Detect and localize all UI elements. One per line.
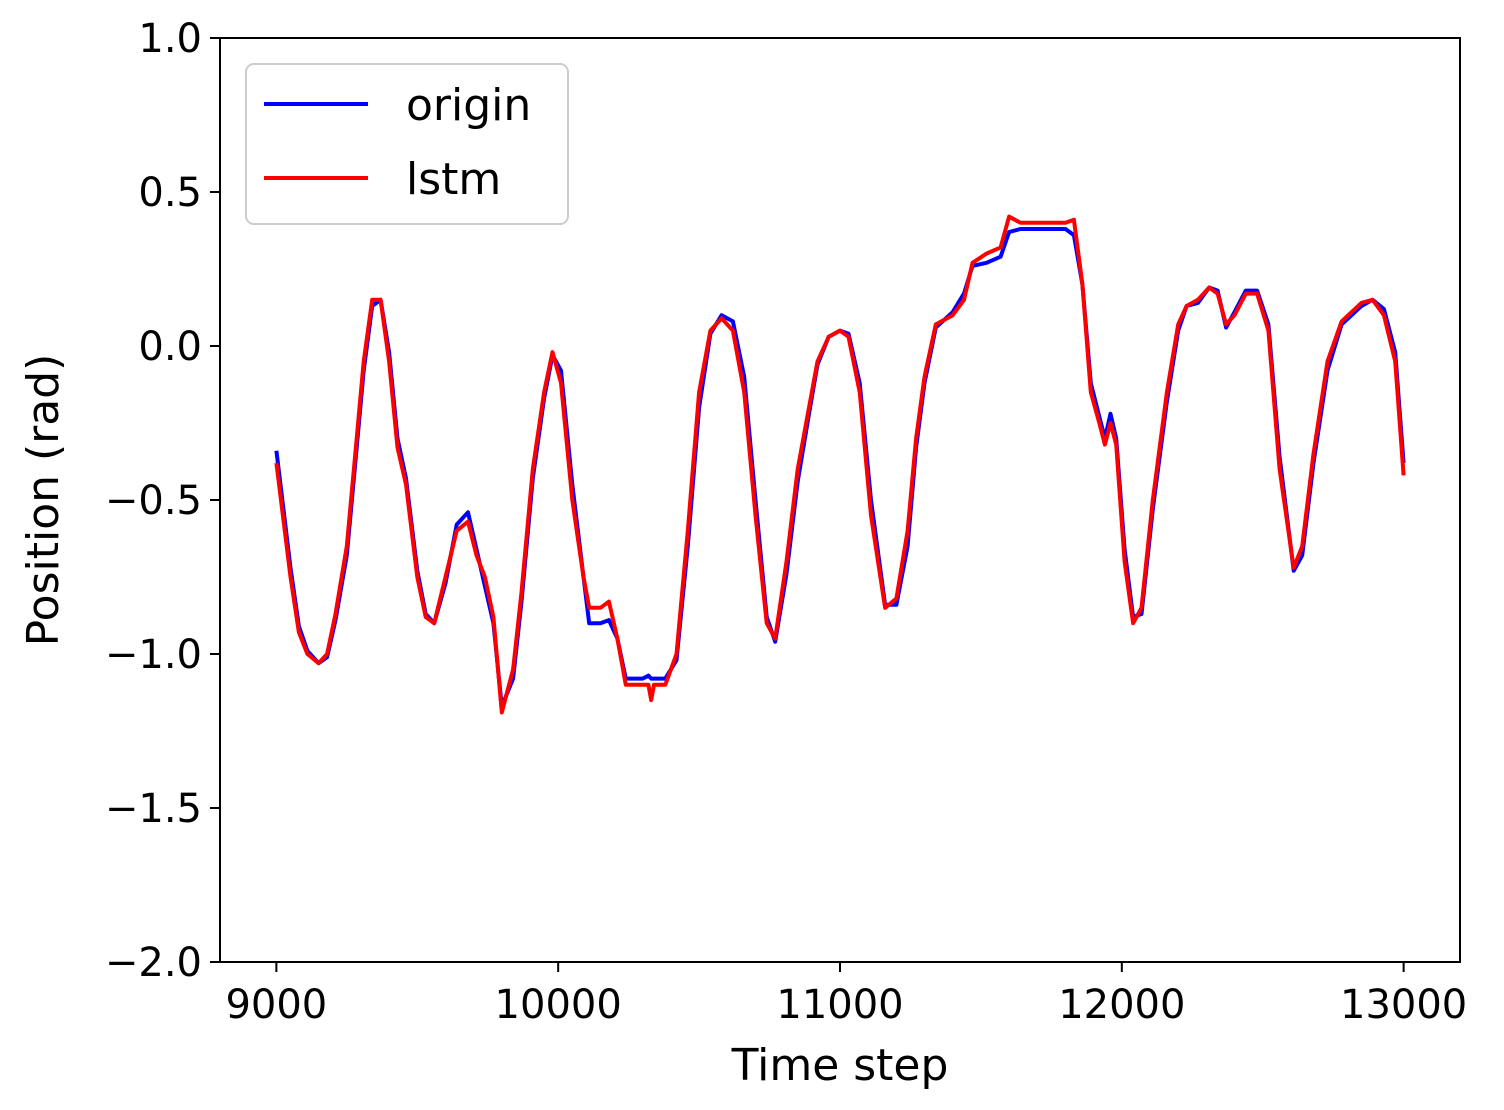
y-tick-label: 0.0 <box>138 324 202 370</box>
y-tick-label: −2.0 <box>105 940 202 986</box>
y-axis: 1.0 0.5 0.0 −0.5 −1.0 −1.5 −2.0 <box>105 16 220 986</box>
x-axis-label: Time step <box>731 1040 949 1091</box>
y-tick-label: −1.0 <box>105 632 202 678</box>
x-tick-label: 12000 <box>1058 982 1185 1028</box>
x-tick-label: 11000 <box>776 982 903 1028</box>
legend-label-origin: origin <box>406 80 531 131</box>
series-lines <box>274 214 1406 715</box>
x-tick-label: 13000 <box>1340 982 1467 1028</box>
y-axis-label: Position (rad) <box>18 354 69 647</box>
y-tick-label: 1.0 <box>138 16 202 62</box>
y-tick-label: 0.5 <box>138 170 202 216</box>
series-line-origin <box>274 227 1406 709</box>
y-tick-label: −0.5 <box>105 478 202 524</box>
legend: origin lstm <box>245 63 569 225</box>
legend-label-lstm: lstm <box>406 154 501 205</box>
y-tick-label: −1.5 <box>105 786 202 832</box>
series-line-lstm <box>274 214 1406 715</box>
x-tick-label: 10000 <box>495 982 622 1028</box>
x-axis: 9000 10000 11000 12000 13000 <box>225 962 1467 1028</box>
x-tick-label: 9000 <box>225 982 327 1028</box>
